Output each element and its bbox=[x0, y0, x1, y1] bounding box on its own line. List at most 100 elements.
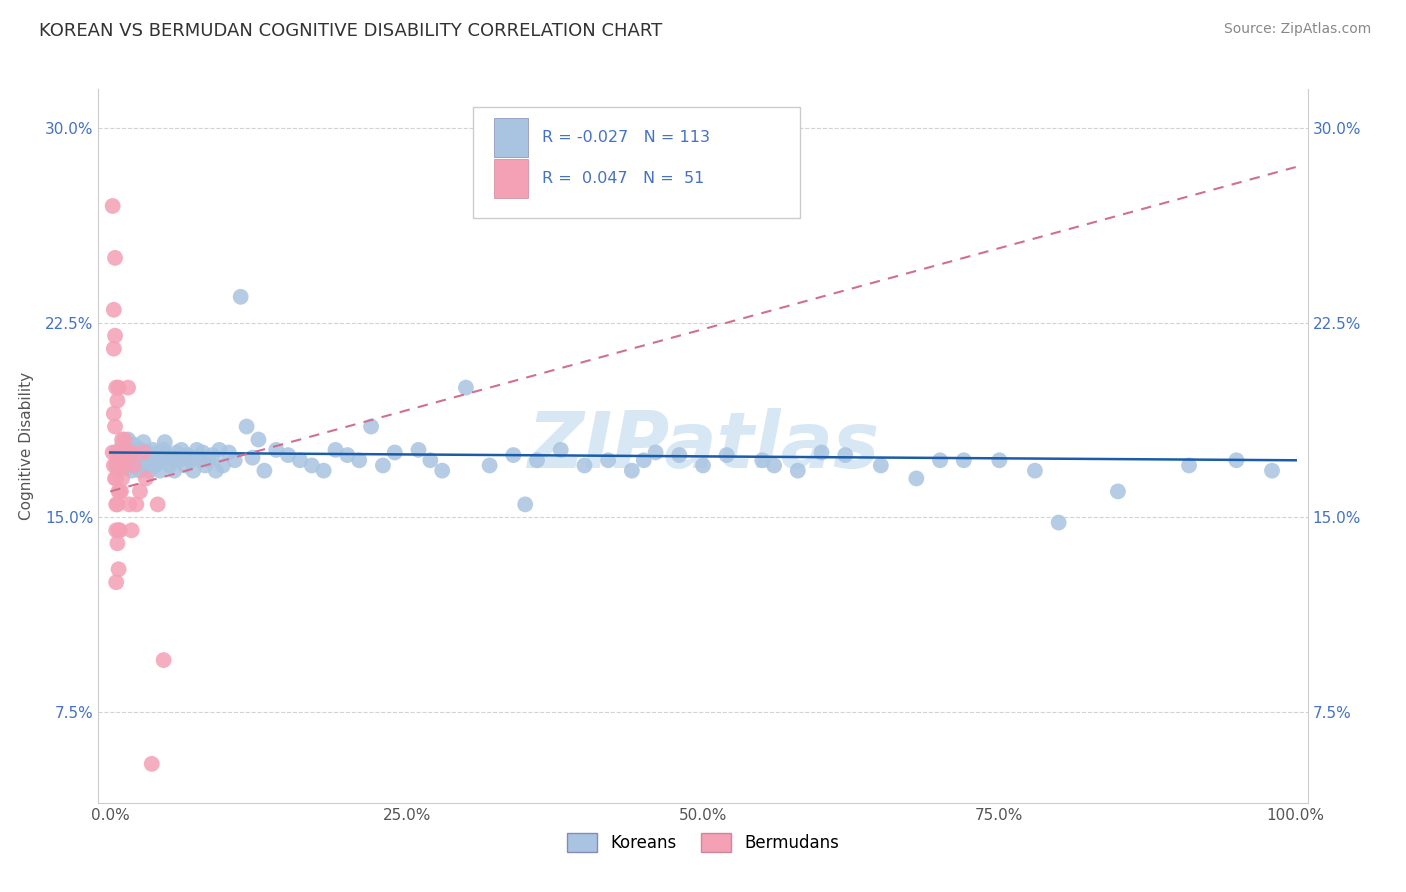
Point bbox=[128, 453, 150, 467]
Point bbox=[242, 450, 264, 465]
Point bbox=[105, 471, 128, 485]
Point bbox=[115, 461, 138, 475]
Point bbox=[108, 484, 131, 499]
Point bbox=[384, 445, 406, 459]
Point bbox=[1024, 464, 1046, 478]
Text: KOREAN VS BERMUDAN COGNITIVE DISABILITY CORRELATION CHART: KOREAN VS BERMUDAN COGNITIVE DISABILITY … bbox=[39, 22, 662, 40]
Point bbox=[108, 445, 131, 459]
Point bbox=[988, 453, 1011, 467]
Point bbox=[224, 453, 246, 467]
Point bbox=[141, 453, 163, 467]
Point bbox=[105, 497, 128, 511]
Point bbox=[101, 199, 124, 213]
Point bbox=[620, 464, 643, 478]
Point bbox=[277, 448, 299, 462]
Point bbox=[117, 445, 139, 459]
Point bbox=[117, 381, 139, 395]
Point bbox=[146, 450, 169, 465]
Point bbox=[454, 381, 477, 395]
Y-axis label: Cognitive Disability: Cognitive Disability bbox=[18, 372, 34, 520]
Point bbox=[235, 419, 257, 434]
Point bbox=[111, 438, 134, 452]
Point bbox=[751, 453, 773, 467]
Point bbox=[136, 450, 159, 465]
Point bbox=[371, 458, 394, 473]
Point bbox=[347, 453, 370, 467]
Point bbox=[105, 445, 128, 459]
Point bbox=[550, 442, 572, 457]
Point bbox=[108, 524, 131, 538]
Point bbox=[152, 653, 174, 667]
Point bbox=[786, 464, 808, 478]
Point bbox=[1178, 458, 1201, 473]
Point bbox=[218, 445, 240, 459]
Point bbox=[247, 433, 270, 447]
Point bbox=[834, 448, 856, 462]
Point bbox=[432, 464, 454, 478]
Legend: Koreans, Bermudans: Koreans, Bermudans bbox=[560, 826, 846, 859]
Point bbox=[1225, 453, 1247, 467]
Point bbox=[125, 497, 148, 511]
Text: R =  0.047   N =  51: R = 0.047 N = 51 bbox=[543, 171, 704, 186]
Point bbox=[111, 471, 134, 485]
Point bbox=[526, 453, 548, 467]
Point bbox=[212, 458, 235, 473]
Point bbox=[197, 453, 219, 467]
Point bbox=[122, 458, 145, 473]
Point bbox=[419, 453, 441, 467]
Point bbox=[105, 445, 128, 459]
Point bbox=[122, 438, 145, 452]
Point bbox=[107, 484, 129, 499]
Point bbox=[929, 453, 952, 467]
Point bbox=[142, 442, 165, 457]
Point bbox=[138, 464, 160, 478]
Point bbox=[201, 448, 224, 462]
Point bbox=[312, 464, 335, 478]
Point bbox=[668, 448, 690, 462]
Point bbox=[152, 442, 174, 457]
Point bbox=[229, 290, 252, 304]
Point bbox=[716, 448, 738, 462]
Point bbox=[104, 471, 127, 485]
Point bbox=[108, 445, 131, 459]
Point bbox=[180, 453, 202, 467]
Point bbox=[107, 445, 129, 459]
Point bbox=[952, 453, 974, 467]
Point bbox=[869, 458, 891, 473]
Point bbox=[1047, 516, 1070, 530]
Point bbox=[121, 442, 143, 457]
Point bbox=[763, 458, 786, 473]
Point bbox=[1261, 464, 1284, 478]
Text: ZIPatlas: ZIPatlas bbox=[527, 408, 879, 484]
Point bbox=[174, 458, 197, 473]
Point bbox=[129, 464, 152, 478]
Point bbox=[143, 458, 166, 473]
Point bbox=[148, 445, 170, 459]
Point bbox=[143, 448, 166, 462]
Point bbox=[103, 302, 125, 317]
FancyBboxPatch shape bbox=[494, 118, 527, 157]
Point bbox=[105, 575, 128, 590]
Point bbox=[408, 442, 430, 457]
Point bbox=[105, 458, 128, 473]
Point bbox=[107, 464, 129, 478]
Point bbox=[633, 453, 655, 467]
Point bbox=[1107, 484, 1129, 499]
Point bbox=[114, 440, 136, 454]
Point bbox=[110, 484, 132, 499]
Text: Source: ZipAtlas.com: Source: ZipAtlas.com bbox=[1223, 22, 1371, 37]
Point bbox=[121, 464, 143, 478]
Point bbox=[194, 458, 217, 473]
Point bbox=[129, 484, 152, 499]
Point bbox=[112, 445, 135, 459]
Point bbox=[131, 448, 153, 462]
Point bbox=[156, 448, 179, 462]
Point bbox=[188, 450, 211, 465]
Point bbox=[170, 442, 193, 457]
Point bbox=[114, 450, 136, 465]
Point bbox=[125, 445, 148, 459]
Point bbox=[111, 442, 134, 457]
Point bbox=[117, 445, 139, 459]
Point bbox=[111, 433, 134, 447]
Point bbox=[208, 442, 231, 457]
